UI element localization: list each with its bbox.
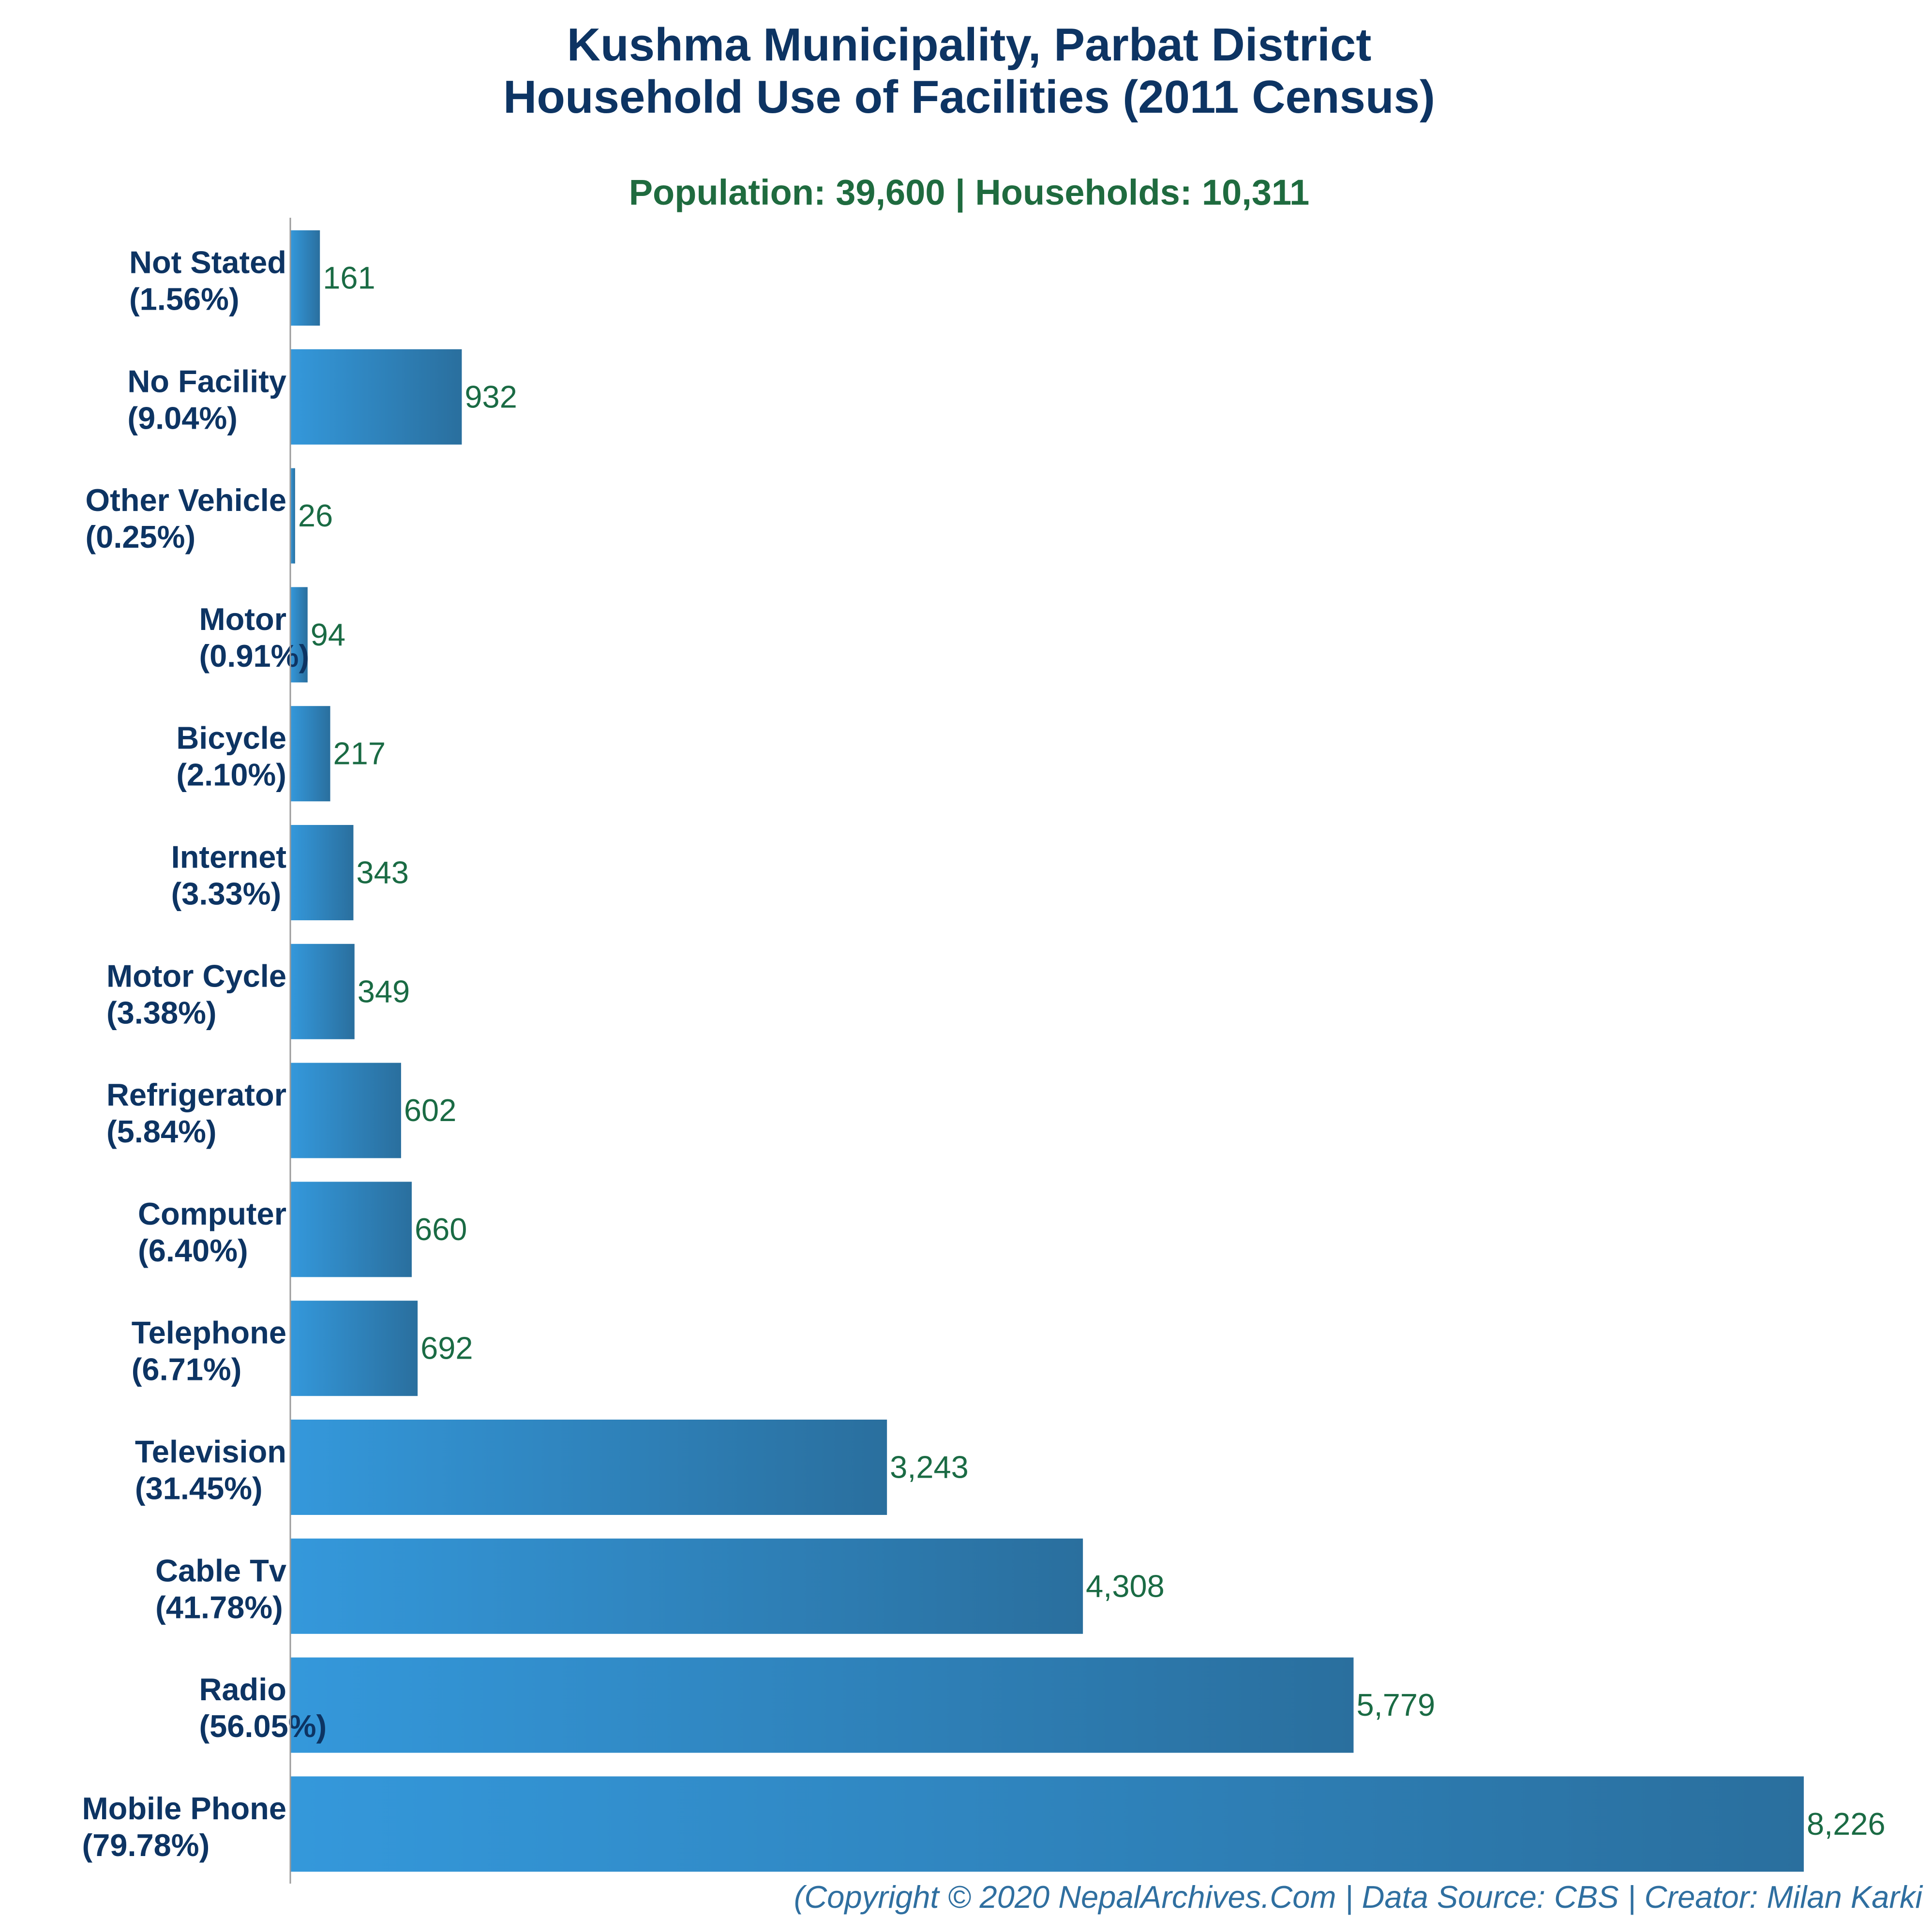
bar bbox=[290, 706, 330, 802]
category-label: Motor bbox=[199, 601, 287, 637]
bar bbox=[290, 1420, 887, 1515]
category-label: Cable Tv bbox=[155, 1553, 286, 1588]
bar-value-label: 692 bbox=[420, 1331, 473, 1366]
category-label: No Facility bbox=[127, 363, 286, 399]
bar bbox=[290, 1657, 1354, 1753]
bar-value-label: 26 bbox=[298, 498, 333, 533]
category-label: Other Vehicle bbox=[86, 482, 286, 518]
category-percent-label: (79.78%) bbox=[82, 1827, 210, 1863]
bar bbox=[290, 468, 295, 564]
bar-value-label: 932 bbox=[464, 379, 517, 414]
bar-value-label: 343 bbox=[356, 855, 408, 890]
chart-title-line1: Kushma Municipality, Parbat District bbox=[567, 19, 1372, 71]
category-percent-label: (3.33%) bbox=[171, 876, 282, 912]
bar-value-label: 3,243 bbox=[890, 1450, 969, 1485]
category-label: Telephone bbox=[132, 1315, 286, 1350]
category-percent-label: (6.71%) bbox=[132, 1352, 242, 1387]
chart-subtitle: Population: 39,600 | Households: 10,311 bbox=[629, 172, 1310, 213]
category-label: Bicycle bbox=[176, 720, 286, 756]
bar bbox=[290, 1776, 1804, 1872]
bar bbox=[290, 1538, 1083, 1634]
bar-value-label: 5,779 bbox=[1357, 1687, 1436, 1722]
category-percent-label: (2.10%) bbox=[176, 757, 286, 793]
category-label: Internet bbox=[171, 839, 286, 875]
bar-value-label: 4,308 bbox=[1086, 1568, 1165, 1603]
category-percent-label: (0.25%) bbox=[86, 519, 196, 554]
bar-value-label: 94 bbox=[311, 617, 345, 652]
bar bbox=[290, 230, 320, 326]
category-percent-label: (41.78%) bbox=[155, 1589, 283, 1625]
category-percent-label: (6.40%) bbox=[138, 1233, 248, 1268]
bar bbox=[290, 349, 462, 445]
bar bbox=[290, 944, 355, 1039]
chart-title-line2: Household Use of Facilities (2011 Census… bbox=[503, 71, 1435, 123]
bar bbox=[290, 1182, 412, 1277]
category-label: Mobile Phone bbox=[82, 1791, 287, 1826]
category-percent-label: (9.04%) bbox=[127, 400, 238, 435]
category-label: Computer bbox=[138, 1196, 286, 1231]
category-percent-label: (5.84%) bbox=[106, 1114, 217, 1149]
bar-value-label: 161 bbox=[323, 260, 375, 296]
bar-value-label: 217 bbox=[333, 736, 386, 771]
category-percent-label: (0.91%) bbox=[199, 638, 310, 674]
bar-value-label: 602 bbox=[404, 1093, 456, 1128]
bar bbox=[290, 1063, 401, 1158]
category-label: Motor Cycle bbox=[106, 958, 286, 993]
category-label: Not Stated bbox=[129, 245, 286, 280]
bar bbox=[290, 1301, 418, 1396]
bar-value-label: 8,226 bbox=[1807, 1806, 1886, 1842]
category-label: Radio bbox=[199, 1672, 286, 1707]
category-percent-label: (31.45%) bbox=[135, 1471, 263, 1506]
bar-value-label: 660 bbox=[415, 1212, 467, 1247]
bar-value-label: 349 bbox=[358, 973, 410, 1009]
bar bbox=[290, 587, 308, 683]
category-label: Television bbox=[135, 1434, 286, 1469]
category-percent-label: (1.56%) bbox=[129, 282, 240, 317]
category-percent-label: (3.38%) bbox=[106, 995, 217, 1030]
chart-footer: (Copyright © 2020 NepalArchives.Com | Da… bbox=[794, 1879, 1923, 1915]
category-percent-label: (56.05%) bbox=[199, 1708, 327, 1744]
category-label: Refrigerator bbox=[106, 1077, 286, 1112]
bars-group: 161 Not Stated(1.56%) 932 No Facility(9.04%… bbox=[82, 230, 1886, 1872]
bar bbox=[290, 825, 354, 920]
